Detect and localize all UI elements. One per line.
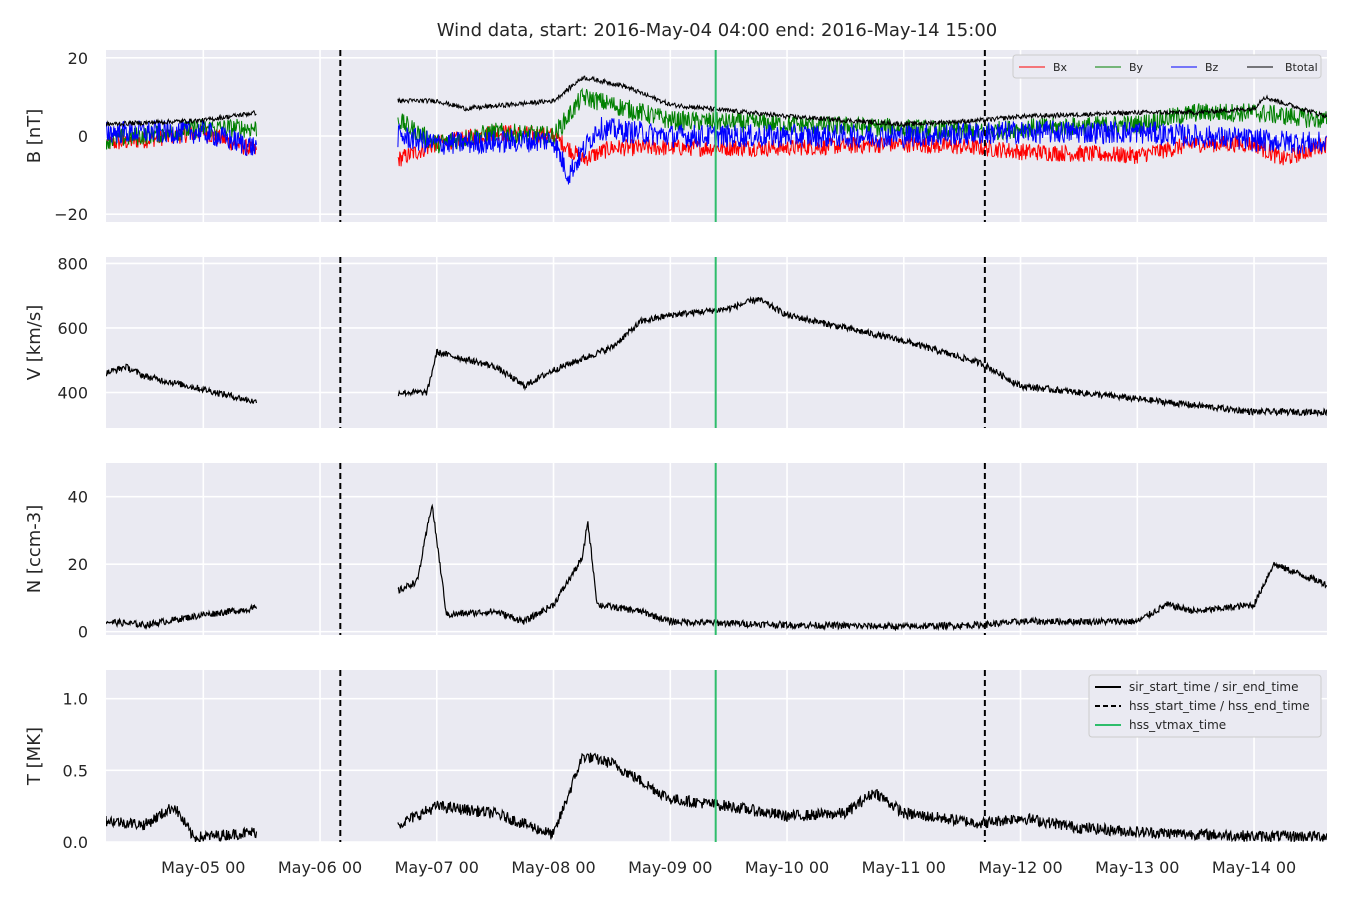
panel-B: 20 0 −20 B [nT] Bx By Bz Btotal xyxy=(24,49,1327,224)
legend-label: By xyxy=(1129,61,1144,74)
x-tick-label: May-09 00 xyxy=(628,858,712,877)
legend-box xyxy=(1012,54,1322,79)
legend-label: Bx xyxy=(1053,61,1068,74)
y-tick-label: 400 xyxy=(57,384,88,403)
x-tick-label: May-07 00 xyxy=(395,858,479,877)
series-line-N xyxy=(106,503,1327,632)
y-tick-label: 600 xyxy=(57,319,88,338)
y-tick-label: 800 xyxy=(57,254,88,273)
y-axis-label: N [ccm-3] xyxy=(24,505,45,594)
series-line-Btotal xyxy=(106,75,1327,129)
series-line-V xyxy=(106,295,1327,418)
x-tick-label: May-13 00 xyxy=(1095,858,1179,877)
legend-label: hss_start_time / hss_end_time xyxy=(1129,699,1310,713)
y-tick-label: 0 xyxy=(78,127,88,146)
legend-b: Bx By Bz Btotal xyxy=(1012,54,1322,79)
y-tick-label: 20 xyxy=(68,555,88,574)
x-tick-label: May-08 00 xyxy=(511,858,595,877)
x-tick-label: May-05 00 xyxy=(161,858,245,877)
series-line-T xyxy=(106,752,1327,842)
x-tick-label: May-11 00 xyxy=(862,858,946,877)
y-tick-label: −20 xyxy=(54,205,88,224)
x-tick-label: May-14 00 xyxy=(1212,858,1296,877)
y-tick-label: 40 xyxy=(68,488,88,507)
panel-T: May-05 00 May-06 00 May-07 00 May-08 00 May-… xyxy=(24,670,1327,877)
y-tick-label: 0.5 xyxy=(63,761,88,780)
y-axis-label: T [MK] xyxy=(24,727,45,786)
y-axis-label: B [nT] xyxy=(24,109,45,164)
x-tick-label: May-10 00 xyxy=(745,858,829,877)
legend-label: sir_start_time / sir_end_time xyxy=(1129,680,1299,694)
panel-V: 800 600 400 V [km/s] xyxy=(24,254,1327,428)
y-tick-label: 1.0 xyxy=(63,690,88,709)
legend-box xyxy=(1088,674,1322,738)
legend-label: Bz xyxy=(1205,61,1219,74)
y-tick-label: 0 xyxy=(78,623,88,642)
legend-markers: sir_start_time / sir_end_time hss_start_t… xyxy=(1088,674,1322,738)
y-tick-label: 0.0 xyxy=(63,833,88,852)
legend-label: Btotal xyxy=(1285,61,1318,74)
y-tick-label: 20 xyxy=(68,49,88,68)
x-tick-label: May-06 00 xyxy=(278,858,362,877)
x-tick-label: May-12 00 xyxy=(978,858,1062,877)
panel-N: 40 20 0 N [ccm-3] xyxy=(24,463,1327,642)
legend-label: hss_vtmax_time xyxy=(1129,718,1226,732)
y-axis-label: V [km/s] xyxy=(24,305,45,380)
chart-title: Wind data, start: 2016-May-04 04:00 end:… xyxy=(437,20,997,41)
